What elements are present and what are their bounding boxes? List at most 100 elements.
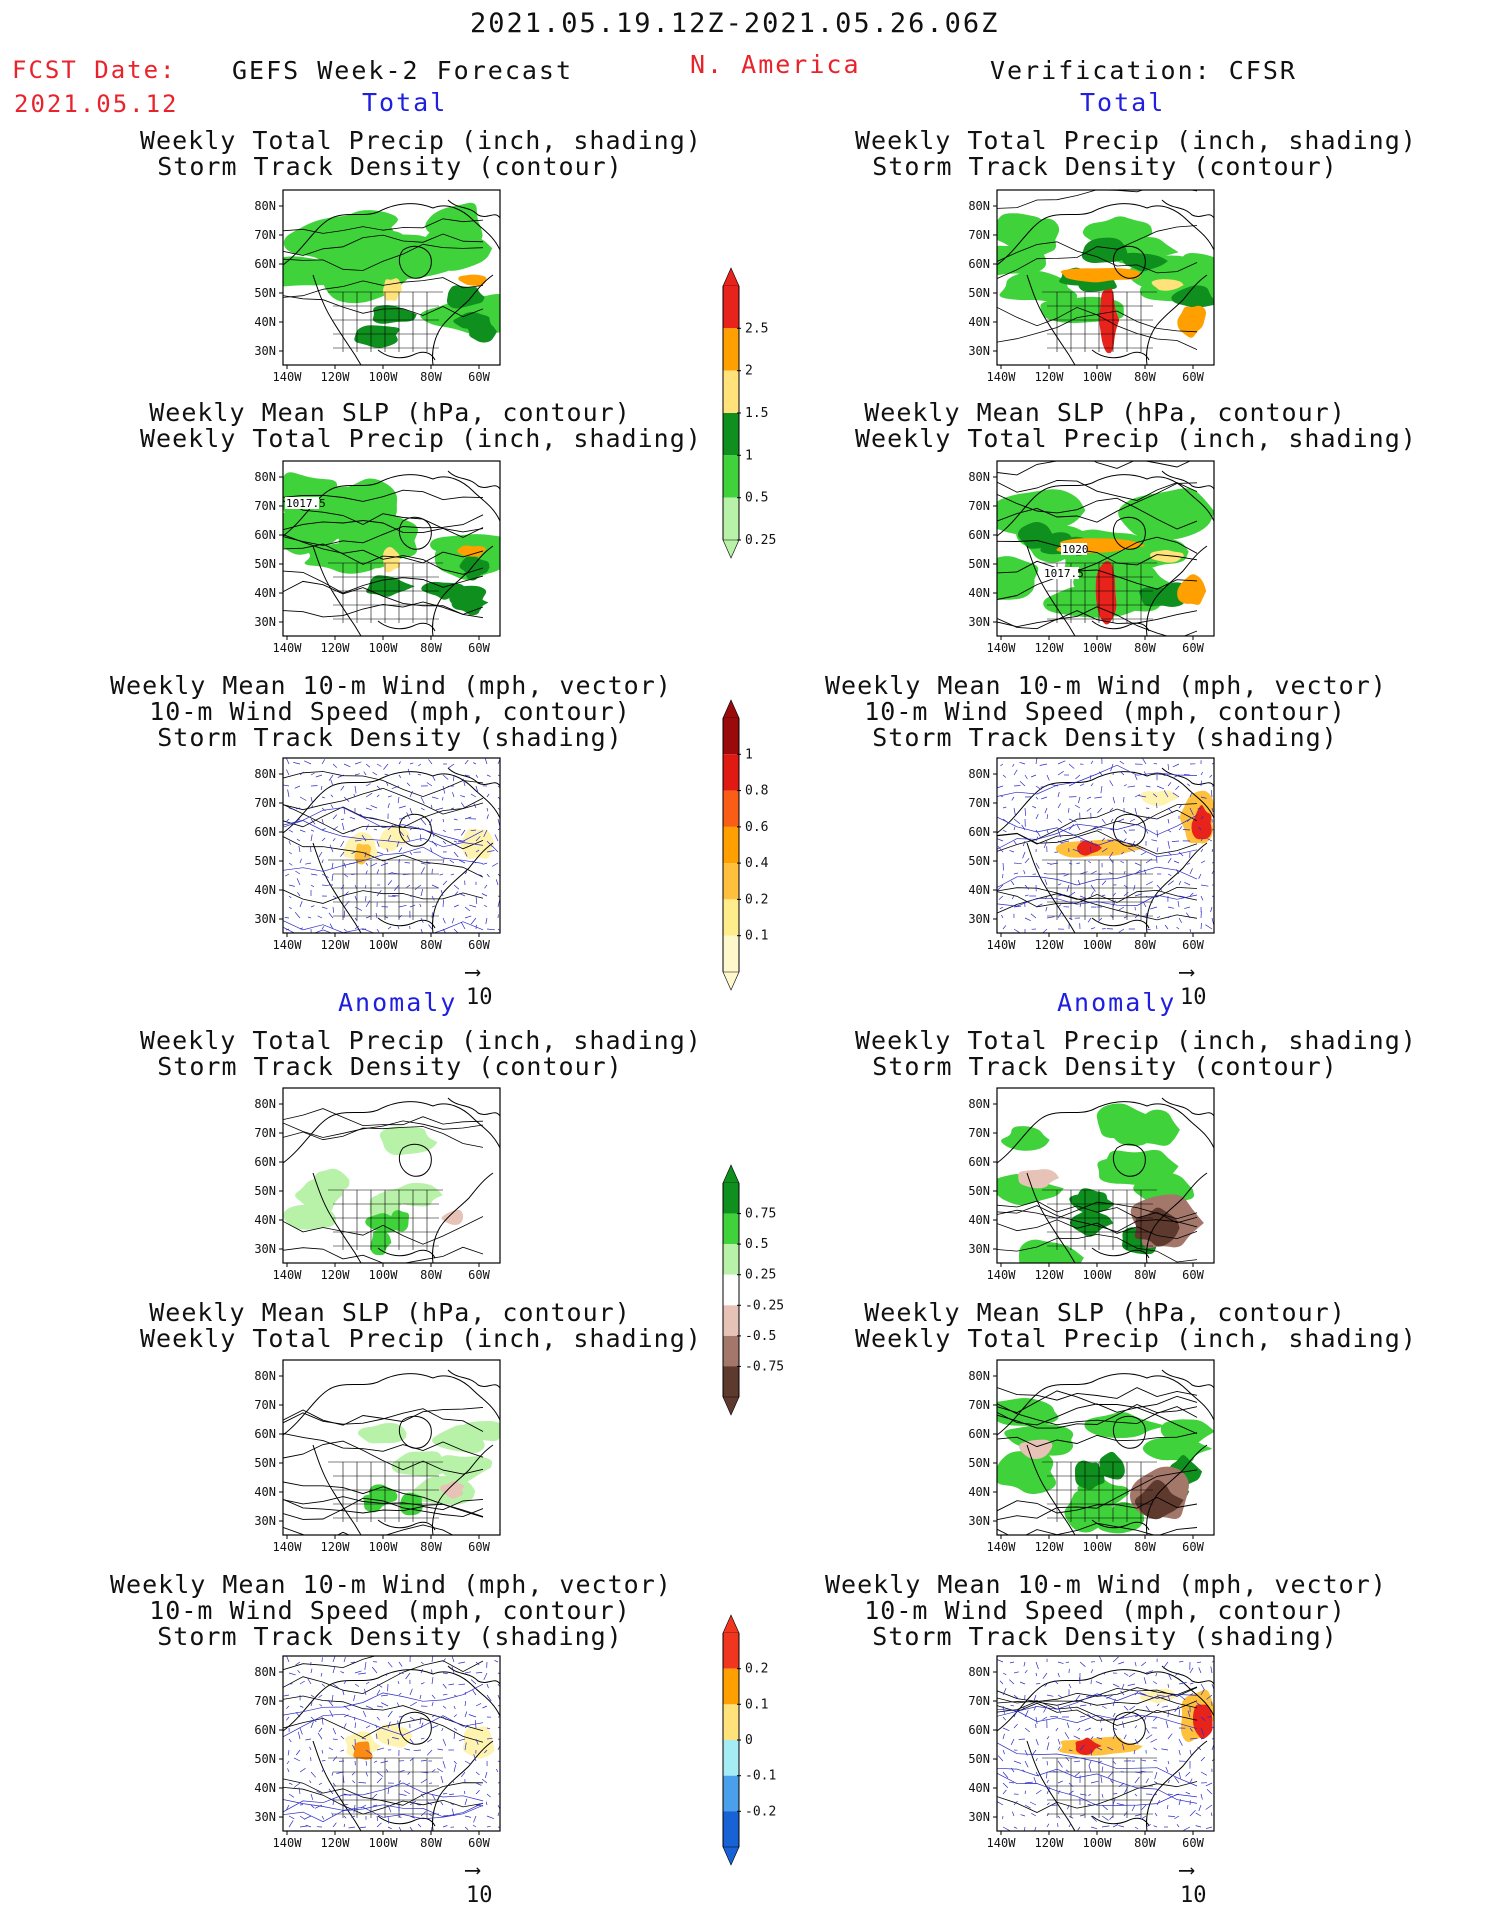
wind-vector xyxy=(1129,1705,1136,1711)
colorbar-label: 0.25 xyxy=(745,533,776,548)
lat-tick-label: 80N xyxy=(968,199,990,213)
wind-vector xyxy=(1035,1757,1038,1762)
wind-vector xyxy=(1101,928,1106,930)
contour-line xyxy=(997,1781,1198,1813)
wind-vector xyxy=(1131,1804,1136,1812)
wind-vector xyxy=(288,862,293,866)
wind-vector xyxy=(1187,1710,1191,1718)
arctic-coast xyxy=(283,203,500,266)
wind-vector xyxy=(1145,858,1153,864)
wind-vector xyxy=(376,840,380,847)
contours xyxy=(997,190,1198,350)
wind-vector xyxy=(1161,1748,1169,1751)
wind-vector xyxy=(1205,1804,1213,1810)
arctic-coast xyxy=(997,203,1214,266)
wind-vector xyxy=(464,851,468,857)
wind-vector xyxy=(1079,1744,1085,1751)
wind-vector xyxy=(450,1802,455,1806)
wind-vector xyxy=(1211,849,1214,853)
wind-vector xyxy=(309,1746,312,1751)
colorbar-segment xyxy=(723,1366,739,1397)
wind-vector xyxy=(1185,1771,1191,1777)
hudson-bay xyxy=(398,516,432,550)
contours xyxy=(997,1692,1198,1806)
lon-tick-label: 80W xyxy=(420,1540,442,1554)
wind-vector xyxy=(1189,1778,1193,1784)
wind-vector xyxy=(343,1723,347,1729)
wind-vector xyxy=(453,851,459,858)
wind-vector xyxy=(1156,802,1158,809)
wind-vector xyxy=(321,1716,324,1725)
wind-vector xyxy=(1010,1738,1015,1745)
wind-vector xyxy=(343,1815,347,1819)
hudson-bay xyxy=(398,1415,432,1449)
wind-vector xyxy=(1068,763,1075,769)
precip-shading xyxy=(283,215,383,263)
wind-vector xyxy=(470,793,477,798)
lat-tick-label: 50N xyxy=(254,286,276,300)
contour-line xyxy=(283,1524,454,1535)
wind-vector xyxy=(486,814,489,820)
wind-vector xyxy=(1206,1789,1213,1795)
wind-vector xyxy=(1153,1681,1158,1685)
wind-vector xyxy=(1167,1815,1175,1817)
wind-vector xyxy=(417,1823,422,1828)
wind-vector xyxy=(1108,872,1114,875)
contour-line xyxy=(283,1440,484,1475)
wind-vector xyxy=(354,1683,359,1687)
wind-vector xyxy=(1090,783,1094,787)
wind-vector xyxy=(1100,1716,1103,1723)
wind-vector xyxy=(398,817,406,820)
wind-vector xyxy=(387,1826,392,1830)
wind-vector xyxy=(1046,774,1050,781)
wind-vector xyxy=(1140,1759,1147,1762)
lat-tick-label: 40N xyxy=(968,586,990,600)
wind-vector xyxy=(407,1771,411,1775)
wind-vector xyxy=(1143,869,1147,875)
colorbar-label: 1.5 xyxy=(745,406,768,421)
wind-vector xyxy=(297,1731,301,1740)
lat-tick-label: 40N xyxy=(968,1213,990,1227)
wind-vector xyxy=(1046,814,1049,820)
wind-vector xyxy=(1022,851,1026,859)
wind-vector xyxy=(332,826,339,831)
wind-vector xyxy=(1210,906,1213,913)
wind-vector xyxy=(460,802,466,809)
wind-vector xyxy=(385,781,389,787)
wind-vector xyxy=(1068,1749,1073,1752)
wind-vector xyxy=(332,895,337,899)
wind-vector xyxy=(482,862,488,865)
wind-vector xyxy=(486,928,495,931)
lon-tick-label: 140W xyxy=(273,1268,303,1282)
precip-anomaly-wet xyxy=(1084,1412,1167,1439)
wind-vector xyxy=(1089,1702,1092,1707)
wind-vector xyxy=(1109,828,1114,831)
wind-vector xyxy=(321,828,326,831)
wind-vector xyxy=(1198,1804,1202,1812)
wind-vector xyxy=(361,834,367,842)
wind-vector xyxy=(497,1716,500,1718)
wind-vector xyxy=(1167,818,1170,824)
wind-vector xyxy=(332,1727,337,1735)
date-range-title: 2021.05.19.12Z-2021.05.26.06Z xyxy=(470,8,1000,39)
wind-vector xyxy=(352,1780,356,1784)
wind-vector xyxy=(1002,1688,1007,1696)
wind-vector xyxy=(1211,1661,1214,1663)
precip-anomaly-wet xyxy=(1099,1149,1179,1184)
wind-vector xyxy=(306,1677,312,1685)
lon-tick-label: 60W xyxy=(468,1268,490,1282)
wind-vector xyxy=(283,784,290,787)
wind-vector xyxy=(417,774,422,776)
wind-vector xyxy=(320,1672,323,1677)
wind-vector xyxy=(298,845,301,853)
lon-tick-label: 120W xyxy=(1035,1540,1065,1554)
wind-vector xyxy=(453,1732,456,1740)
wind-vector xyxy=(458,1661,466,1664)
wind-vector xyxy=(486,807,489,812)
wind-vector xyxy=(286,1656,290,1663)
panel-title-ver-anom-wind: Weekly Mean 10-m Wind (mph, vector) 10-m … xyxy=(825,1570,1387,1651)
wind-vector xyxy=(376,1771,384,1777)
lon-tick-label: 60W xyxy=(468,1540,490,1554)
panel-title-ver-total-slp: Weekly Mean SLP (hPa, contour) Weekly Tot… xyxy=(855,398,1417,453)
wind-vector xyxy=(321,1815,325,1820)
